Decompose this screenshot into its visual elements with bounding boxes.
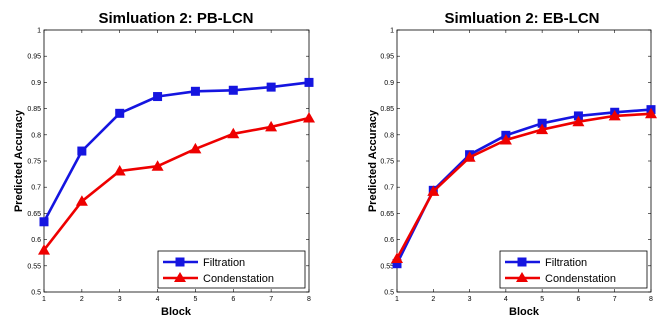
y-tick-label: 0.7 [31, 185, 41, 192]
x-tick-label: 5 [193, 296, 197, 303]
y-tick-label: 0.85 [27, 106, 41, 113]
data-point-condenstation [265, 120, 278, 132]
x-tick-label: 6 [576, 296, 580, 303]
x-tick-label: 8 [307, 296, 311, 303]
data-point-filtration [115, 108, 125, 118]
x-tick-label: 2 [80, 296, 84, 303]
data-point-condenstation [75, 195, 88, 206]
data-point-condenstation [391, 252, 403, 263]
data-point-condenstation [572, 115, 585, 127]
data-point-filtration [39, 217, 49, 227]
series-line-filtration [42, 81, 310, 223]
plot-area [43, 29, 310, 293]
legend-label-filtration: Filtration [203, 257, 245, 269]
y-tick-label: 0.9 [384, 80, 394, 87]
x-tick-label: 6 [231, 296, 235, 303]
y-tick-label: 0.5 [384, 290, 394, 297]
y-tick-label: 0.8 [31, 132, 41, 139]
y-tick-label: 1 [37, 28, 41, 35]
legend-marker-filtration [175, 257, 185, 267]
x-axis-label: Block [161, 306, 192, 318]
y-tick-label: 0.75 [27, 159, 41, 166]
data-point-filtration [228, 85, 238, 95]
y-tick-label: 0.8 [384, 132, 394, 139]
y-tick-label: 0.55 [380, 263, 394, 270]
data-point-condenstation [499, 134, 512, 145]
y-tick-label: 0.7 [384, 185, 394, 192]
y-tick-label: 0.85 [380, 106, 394, 113]
data-point-filtration [537, 118, 547, 128]
data-point-condenstation [608, 109, 621, 121]
data-point-condenstation [189, 142, 202, 154]
data-point-condenstation [151, 160, 164, 171]
x-tick-label: 3 [468, 296, 472, 303]
x-tick-label: 1 [42, 296, 46, 303]
series-layer [391, 105, 657, 269]
legend: Filtration Condenstation [157, 250, 306, 289]
series-layer [38, 77, 315, 255]
data-point-condenstation [463, 151, 476, 162]
data-point-filtration [190, 86, 200, 96]
y-tick-label: 0.95 [27, 54, 41, 61]
y-axis-label: Predicted Accuracy [13, 109, 25, 212]
plot-area [396, 29, 652, 293]
legend-label-condenstation: Condenstation [203, 273, 274, 285]
y-tick-label: 0.65 [380, 211, 394, 218]
x-tick-label: 2 [431, 296, 435, 303]
data-point-condenstation [536, 123, 549, 135]
data-point-condenstation [427, 185, 440, 196]
y-tick-label: 0.6 [384, 237, 394, 244]
legend-marker-condenstation [174, 272, 186, 282]
x-axis-label: Block [509, 306, 540, 318]
chart-eb-lcn: Simluation 2: EB-LCN 0.50.550.60.650.70.… [367, 10, 657, 318]
legend-label-filtration: Filtration [545, 257, 587, 269]
x-tick-label: 8 [649, 296, 653, 303]
legend-label-condenstation: Condenstation [545, 273, 616, 285]
y-tick-label: 0.95 [380, 54, 394, 61]
series-line-condenstation [395, 112, 652, 260]
legend: Filtration Condenstation [499, 250, 648, 289]
y-tick-label: 0.6 [31, 237, 41, 244]
x-tick-label: 5 [540, 296, 544, 303]
x-tick-label: 7 [269, 296, 273, 303]
chart-pb-lcn: Simluation 2: PB-LCN 0.50.550.60.650.70.… [13, 10, 315, 318]
data-point-condenstation [645, 107, 657, 119]
y-tick-label: 0.75 [380, 159, 394, 166]
x-tick-label: 3 [118, 296, 122, 303]
y-tick-label: 0.9 [31, 80, 41, 87]
y-tick-label: 0.5 [31, 290, 41, 297]
data-point-filtration [77, 146, 87, 156]
series-line-condenstation [42, 116, 310, 251]
x-tick-label: 4 [156, 296, 160, 303]
data-point-condenstation [227, 127, 240, 139]
x-tick-label: 7 [613, 296, 617, 303]
tick-layer: 0.5 0.55 0.6 0.65 0.7 0.75 0.8 0.85 0.9 0.95 1 1 2 3 4… [27, 28, 311, 304]
data-point-filtration [153, 92, 163, 102]
data-point-condenstation [38, 244, 50, 255]
y-axis-label: Predicted Accuracy [367, 109, 379, 212]
chart-title: Simluation 2: PB-LCN [98, 10, 253, 27]
legend-box [157, 250, 306, 289]
y-tick-label: 0.65 [27, 211, 41, 218]
y-tick-label: 1 [390, 28, 394, 35]
x-tick-label: 1 [395, 296, 399, 303]
data-point-filtration [304, 77, 314, 87]
data-point-condenstation [303, 112, 315, 123]
legend-marker-filtration [517, 257, 527, 267]
tick-layer: 0.5 0.55 0.6 0.65 0.7 0.75 0.8 0.85 0.9 0.95 1 1 2 3 4… [380, 28, 653, 304]
chart-title: Simluation 2: EB-LCN [444, 10, 599, 27]
data-point-filtration [266, 82, 276, 92]
data-point-filtration [392, 259, 402, 269]
data-point-condenstation [113, 165, 126, 176]
x-tick-label: 4 [504, 296, 508, 303]
y-tick-label: 0.55 [27, 263, 41, 270]
legend-marker-condenstation [516, 272, 528, 282]
